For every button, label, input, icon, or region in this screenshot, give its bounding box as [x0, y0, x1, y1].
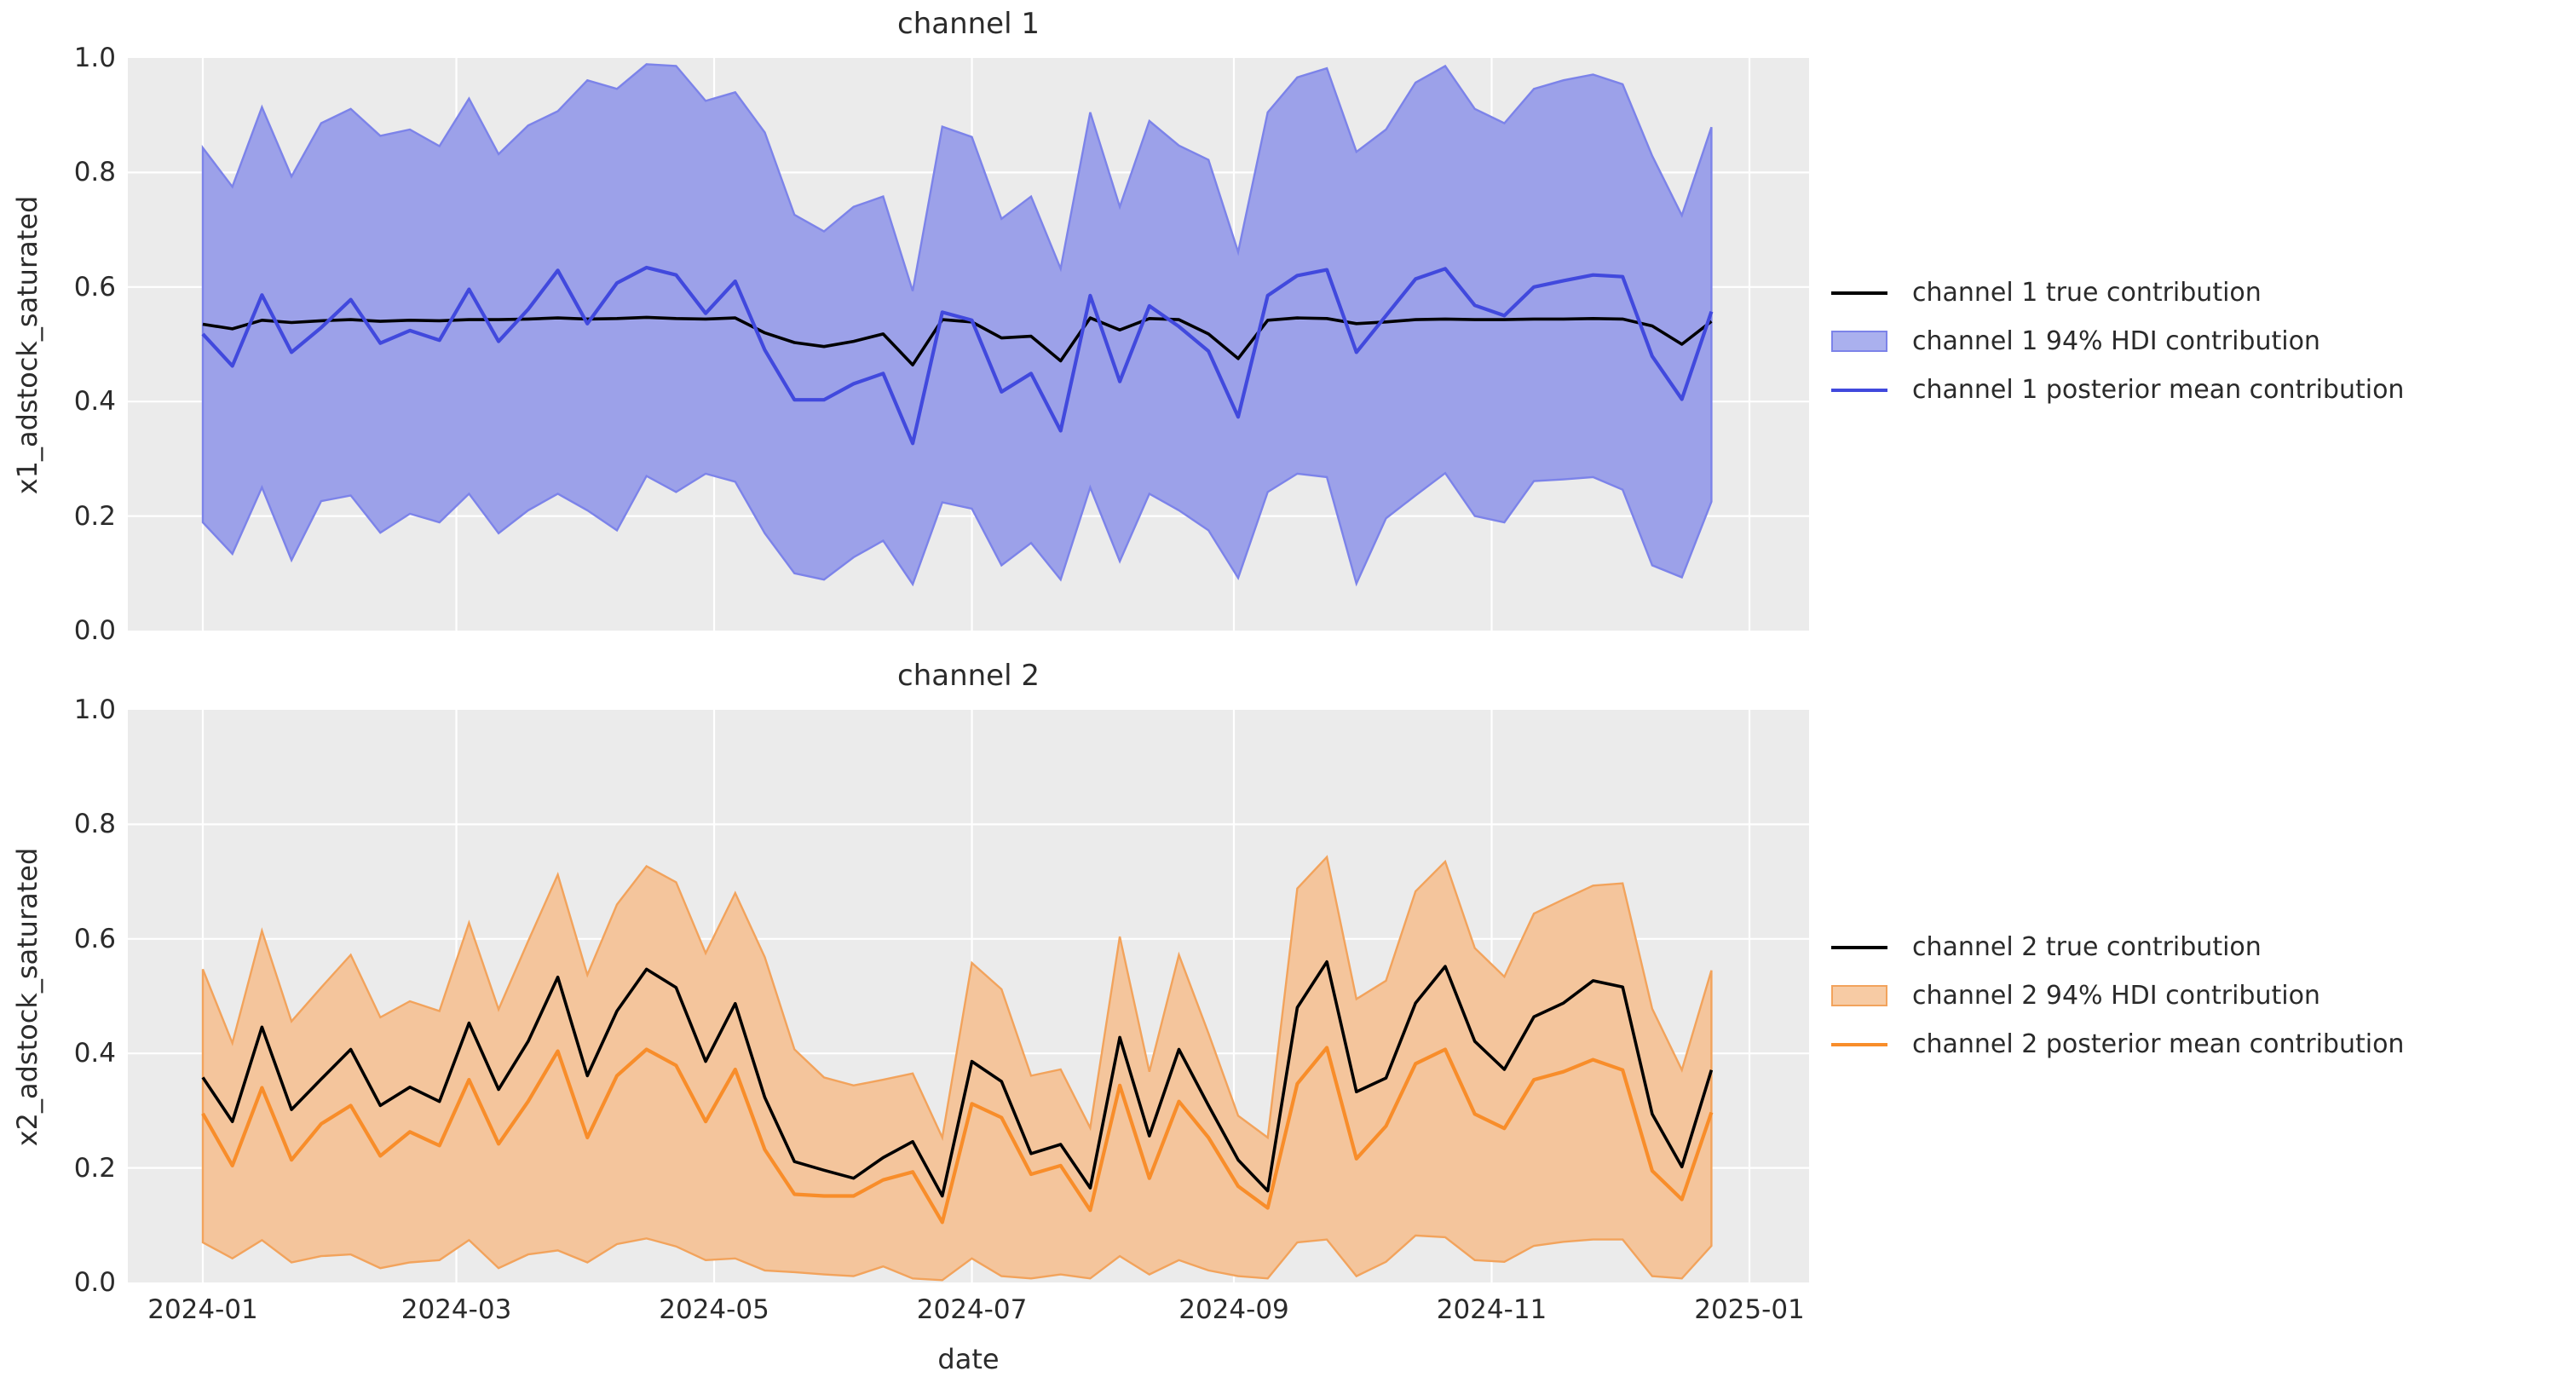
legend-patch-swatch [1831, 331, 1887, 352]
y-tick-label: 0.2 [73, 500, 116, 532]
legend-label: channel 2 94% HDI contribution [1912, 981, 2320, 1011]
chart2-svg [128, 710, 1809, 1282]
y-tick-label: 0.6 [73, 923, 116, 954]
x-tick-label: 2024-09 [1179, 1294, 1289, 1325]
legend-entry: channel 2 94% HDI contribution [1831, 971, 2404, 1020]
legend-label: channel 1 94% HDI contribution [1912, 326, 2320, 356]
y-tick-label: 0.4 [73, 386, 116, 418]
x-tick-label: 2024-03 [401, 1294, 512, 1325]
chart1-legend: channel 1 true contribution channel 1 94%… [1831, 268, 2404, 414]
chart2-plot-area [128, 710, 1809, 1282]
legend-label: channel 1 true contribution [1912, 278, 2262, 308]
legend-label: channel 1 posterior mean contribution [1912, 375, 2405, 405]
legend-entry: channel 1 posterior mean contribution [1831, 366, 2404, 414]
legend-entry: channel 2 posterior mean contribution [1831, 1020, 2404, 1069]
hdi-band [201, 855, 1713, 1282]
legend-line-swatch [1831, 291, 1887, 295]
true-contribution-line [202, 315, 1713, 367]
x-tick-label: 2024-07 [916, 1294, 1028, 1325]
legend-entry: channel 1 true contribution [1831, 268, 2404, 317]
legend-line-swatch [1831, 945, 1887, 949]
chart1-svg [128, 58, 1809, 631]
legend-entry: channel 1 94% HDI contribution [1831, 317, 2404, 366]
chart1-plot-area [128, 58, 1809, 631]
chart1-y-axis-label: x1_adstock_saturated [11, 195, 43, 495]
y-tick-label: 1.0 [73, 694, 116, 725]
x-tick-label: 2024-01 [147, 1294, 258, 1325]
hdi-band [201, 63, 1713, 587]
y-tick-label: 0.8 [73, 809, 116, 840]
x-tick-label: 2024-05 [659, 1294, 769, 1325]
legend-line-swatch [1831, 388, 1887, 392]
true-contribution-line [201, 959, 1714, 1198]
chart1-title: channel 1 [897, 7, 1040, 41]
y-tick-label: 0.0 [73, 1267, 116, 1298]
x-axis-label: date [937, 1343, 1000, 1375]
y-tick-label: 0.0 [73, 615, 116, 646]
chart2-y-axis-label: x2_adstock_saturated [11, 847, 43, 1147]
x-tick-label: 2024-11 [1436, 1294, 1547, 1325]
legend-label: channel 2 posterior mean contribution [1912, 1029, 2405, 1059]
legend-patch-swatch [1831, 985, 1887, 1006]
y-tick-label: 0.2 [73, 1152, 116, 1184]
y-tick-label: 1.0 [73, 43, 116, 73]
y-tick-label: 0.4 [73, 1038, 116, 1069]
legend-label: channel 2 true contribution [1912, 932, 2262, 962]
chart2-legend: channel 2 true contribution channel 2 94%… [1831, 923, 2404, 1069]
y-tick-label: 0.8 [73, 157, 116, 188]
legend-entry: channel 2 true contribution [1831, 923, 2404, 971]
x-tick-label: 2025-01 [1694, 1294, 1805, 1325]
legend-line-swatch [1831, 1042, 1887, 1046]
posterior-mean-line [201, 1046, 1714, 1225]
posterior-mean-line [201, 265, 1714, 446]
chart2-title: channel 2 [897, 659, 1040, 693]
y-tick-label: 0.6 [73, 271, 116, 303]
